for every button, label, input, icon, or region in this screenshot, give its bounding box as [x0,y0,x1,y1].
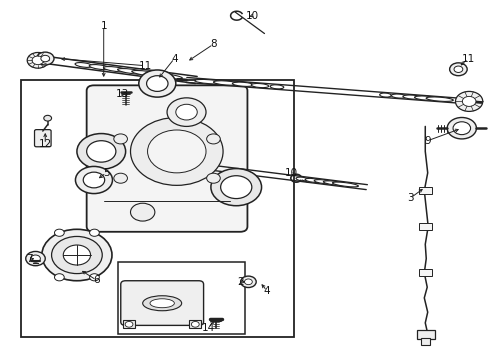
Circle shape [130,117,223,185]
Text: 10: 10 [246,11,259,21]
Ellipse shape [270,85,284,89]
Circle shape [77,134,125,169]
Text: 6: 6 [93,275,99,285]
Bar [419,187,432,194]
Circle shape [245,279,252,285]
Bar [416,330,435,339]
Circle shape [176,104,197,120]
Bar [123,320,135,328]
Circle shape [453,122,470,135]
Circle shape [114,134,127,144]
Circle shape [211,168,262,206]
Circle shape [456,91,483,111]
Circle shape [447,117,476,139]
Ellipse shape [296,177,309,181]
Bar [118,262,245,334]
Circle shape [90,229,99,236]
Bar [189,320,201,328]
Circle shape [26,251,45,266]
Text: 7: 7 [26,254,33,264]
Circle shape [32,56,44,64]
Ellipse shape [195,80,223,84]
Text: 5: 5 [103,168,109,178]
Bar [421,338,430,345]
Circle shape [41,55,49,62]
Text: 4: 4 [264,286,270,296]
Circle shape [462,96,476,107]
Circle shape [83,172,105,188]
Circle shape [30,255,40,262]
Ellipse shape [415,96,438,100]
FancyBboxPatch shape [34,130,51,147]
Bar [21,80,294,337]
Circle shape [51,237,102,274]
Circle shape [450,63,467,76]
Circle shape [54,229,64,236]
Circle shape [125,321,133,327]
FancyBboxPatch shape [87,85,247,232]
Circle shape [75,166,113,194]
Ellipse shape [75,63,93,67]
Circle shape [54,274,64,281]
Text: 12: 12 [39,139,52,149]
Circle shape [90,274,99,281]
Ellipse shape [143,296,182,311]
Bar [419,223,432,230]
Circle shape [220,176,252,199]
Ellipse shape [89,64,110,69]
Circle shape [63,245,91,265]
Circle shape [192,321,199,327]
Ellipse shape [251,84,269,87]
Circle shape [241,276,256,288]
Ellipse shape [150,299,174,308]
Circle shape [114,173,127,183]
Text: 3: 3 [407,193,414,203]
Text: 4: 4 [171,54,178,64]
Ellipse shape [380,93,392,97]
Circle shape [139,70,176,97]
Text: 1: 1 [100,21,107,31]
Circle shape [130,203,155,221]
Circle shape [36,52,54,65]
Circle shape [147,76,168,91]
Ellipse shape [426,97,453,102]
Ellipse shape [118,68,147,74]
Ellipse shape [305,179,321,183]
FancyBboxPatch shape [121,281,203,325]
Text: 14: 14 [202,323,215,333]
Ellipse shape [146,72,182,79]
Text: 11: 11 [139,61,152,71]
Circle shape [207,134,220,144]
Ellipse shape [132,71,164,77]
Ellipse shape [332,182,358,187]
Circle shape [42,229,112,281]
Ellipse shape [214,81,239,85]
Ellipse shape [403,95,422,99]
Text: 13: 13 [116,89,129,99]
Bar [419,269,432,276]
Ellipse shape [232,82,254,86]
Ellipse shape [103,67,128,72]
Text: 11: 11 [462,54,475,64]
Ellipse shape [323,181,346,185]
Ellipse shape [314,180,334,184]
Circle shape [454,66,463,72]
Circle shape [147,130,206,173]
Circle shape [207,173,220,183]
Circle shape [87,141,116,162]
Circle shape [27,53,49,68]
Ellipse shape [392,94,407,98]
Text: 10: 10 [285,168,298,178]
Text: 9: 9 [424,136,431,146]
Text: 2: 2 [237,277,244,287]
Circle shape [167,98,206,126]
Circle shape [44,115,51,121]
Text: 8: 8 [210,39,217,49]
